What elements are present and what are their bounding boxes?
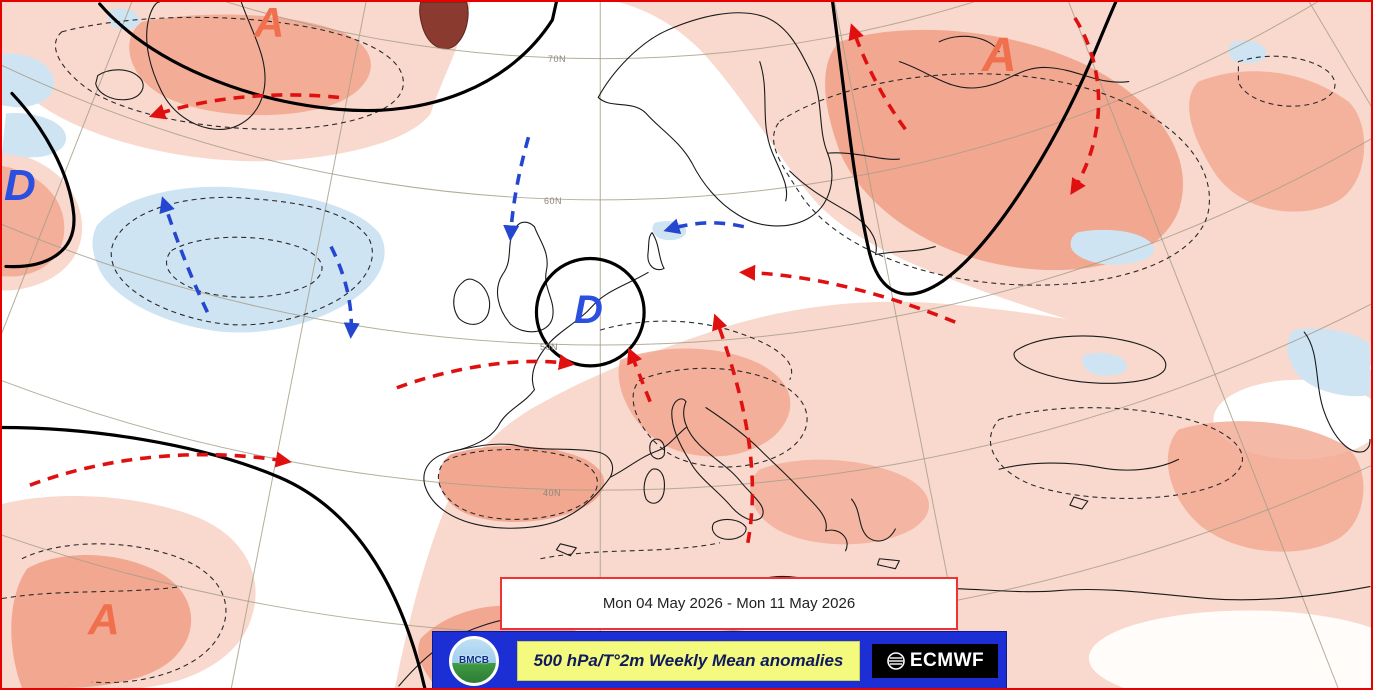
cool-anomaly-regions: [2, 8, 1371, 397]
latitude-label: 40N: [543, 488, 562, 498]
date-range-text: Mon 04 May 2026 - Mon 11 May 2026: [602, 595, 856, 612]
pressure-center-label-high: A: [982, 29, 1017, 82]
pressure-center-label-low: D: [4, 161, 36, 210]
bmcb-logo: BMCB: [449, 635, 499, 686]
bmcb-logo-text: BMCB: [459, 655, 489, 666]
ridge-trough-lines: [2, 2, 1118, 688]
ecmwf-logo-icon: [887, 651, 905, 670]
ecmwf-logo-text: ECMWF: [909, 649, 985, 671]
date-range-box: Mon 04 May 2026 - Mon 11 May 2026: [500, 577, 958, 630]
pressure-center-label-high: A: [88, 595, 120, 644]
latitude-label: 60N: [544, 196, 563, 206]
latitude-label: 70N: [548, 54, 567, 64]
dense-contour-patch: [419, 2, 469, 50]
pressure-center-label-low: D: [574, 288, 603, 332]
ecmwf-logo: ECMWF: [872, 643, 998, 678]
product-title: 500 hPa/T°2m Weekly Mean anomalies: [517, 640, 860, 681]
warm-advection-arrows: [29, 16, 1101, 544]
product-banner: BMCB 500 hPa/T°2m Weekly Mean anomalies …: [432, 631, 1007, 688]
latitude-label: 50N: [540, 342, 559, 352]
cold-advection-arrows: [159, 136, 745, 339]
pressure-center-label-high: A: [254, 0, 285, 46]
anomaly-contours: [2, 16, 1336, 684]
